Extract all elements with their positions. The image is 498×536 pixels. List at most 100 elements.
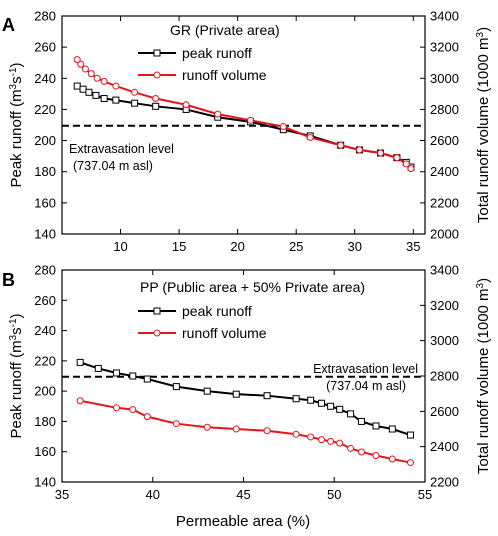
data-point-peak-runoff bbox=[327, 402, 335, 410]
data-point-runoff-volume bbox=[172, 420, 180, 428]
x-tick-label: 15 bbox=[172, 239, 186, 254]
data-point-runoff-volume bbox=[81, 65, 89, 73]
data-point-peak-runoff bbox=[406, 431, 414, 439]
data-point-peak-runoff bbox=[152, 102, 160, 110]
legend-title: GR (Private area) bbox=[170, 22, 280, 38]
data-point-peak-runoff bbox=[79, 85, 87, 93]
data-point-runoff-volume bbox=[232, 425, 240, 433]
x-tick-label: 10 bbox=[113, 239, 127, 254]
data-point-runoff-volume bbox=[93, 74, 101, 82]
y-tick-label-left: 220 bbox=[34, 353, 56, 368]
legend-marker-square bbox=[153, 307, 161, 315]
data-point-peak-runoff bbox=[203, 387, 211, 395]
data-point-peak-runoff bbox=[129, 372, 137, 380]
legend-label: runoff volume bbox=[182, 67, 267, 83]
panel-b: B 35 40 45 50 55 140 160 180 200 220 240 260 280 2200 2… bbox=[2, 263, 492, 503]
data-point-peak-runoff bbox=[347, 410, 355, 418]
x-tick-label: 20 bbox=[230, 239, 244, 254]
y-axis-title-right-part: Total runoff volume (1000 m bbox=[475, 37, 492, 223]
data-point-runoff-volume bbox=[152, 95, 160, 103]
data-point-peak-runoff bbox=[318, 399, 326, 407]
y-tick-label-right: 2800 bbox=[430, 102, 459, 117]
data-point-runoff-volume bbox=[77, 60, 85, 68]
y-tick-label-right: 2600 bbox=[430, 133, 459, 148]
y-tick-label-right: 2000 bbox=[430, 227, 459, 242]
y-tick-label-right: 2200 bbox=[430, 475, 459, 490]
data-point-runoff-volume bbox=[214, 110, 222, 118]
y-axis-title-left-part: s bbox=[8, 76, 25, 84]
y-axis-title-left-part: 3 bbox=[8, 83, 19, 89]
x-tick-label: 40 bbox=[146, 487, 160, 502]
y-tick-label-right: 3400 bbox=[430, 9, 459, 24]
y-tick-label-left: 160 bbox=[34, 195, 56, 210]
legend-marker-circle bbox=[153, 329, 161, 337]
x-tick-label: 45 bbox=[236, 487, 250, 502]
data-point-peak-runoff bbox=[372, 422, 380, 430]
panel-letter: B bbox=[2, 270, 15, 290]
data-point-runoff-volume bbox=[76, 397, 84, 405]
data-point-peak-runoff bbox=[292, 395, 300, 403]
y-tick-label-right: 2800 bbox=[430, 369, 459, 384]
data-point-peak-runoff bbox=[85, 88, 93, 96]
y-axis-title-left-part: s bbox=[8, 327, 25, 335]
y-axis-title-left-part: -1 bbox=[8, 318, 19, 327]
data-point-runoff-volume bbox=[406, 459, 414, 467]
y-axis-title-left-part: Peak runoff (m bbox=[8, 89, 25, 187]
y-tick-label-right: 2400 bbox=[430, 164, 459, 179]
y-tick-label-left: 280 bbox=[34, 9, 56, 24]
data-point-runoff-volume bbox=[143, 413, 151, 421]
x-tick-label: 25 bbox=[289, 239, 303, 254]
y-tick-label-right: 3200 bbox=[430, 40, 459, 55]
extravasation-label: Extravasation level bbox=[313, 362, 418, 376]
y-axis-title-left-part: Peak runoff (m bbox=[8, 340, 25, 438]
data-point-runoff-volume bbox=[263, 427, 271, 435]
data-point-peak-runoff bbox=[100, 95, 108, 103]
plot-area bbox=[73, 56, 415, 173]
legend-label: peak runoff bbox=[182, 45, 252, 61]
y-axis-title-right: Total runoff volume (1000 m3) bbox=[475, 27, 493, 223]
data-point-runoff-volume bbox=[306, 133, 314, 141]
x-tick-label: 35 bbox=[55, 487, 69, 502]
data-point-peak-runoff bbox=[172, 383, 180, 391]
data-point-peak-runoff bbox=[336, 405, 344, 413]
data-point-runoff-volume bbox=[388, 455, 396, 463]
legend-label: peak runoff bbox=[182, 303, 252, 319]
data-point-runoff-volume bbox=[203, 423, 211, 431]
y-tick-label-left: 220 bbox=[34, 102, 56, 117]
data-point-peak-runoff bbox=[388, 425, 396, 433]
data-point-runoff-volume bbox=[327, 437, 335, 445]
data-point-runoff-volume bbox=[355, 146, 363, 154]
extravasation-label: Extravasation level bbox=[69, 142, 174, 156]
data-point-peak-runoff bbox=[76, 358, 84, 366]
y-tick-label-left: 200 bbox=[34, 384, 56, 399]
data-point-peak-runoff bbox=[112, 96, 120, 104]
x-tick-label: 35 bbox=[406, 239, 420, 254]
extravasation-sublabel: (737.04 m asl) bbox=[326, 379, 406, 393]
x-axis-title: Permeable area (%) bbox=[176, 513, 310, 530]
y-axis-title-left-part: -1 bbox=[8, 67, 19, 76]
y-axis-title-left: Peak runoff (m3s-1) bbox=[8, 313, 26, 438]
y-tick-label-right: 3400 bbox=[430, 263, 459, 278]
y-tick-label-right: 3000 bbox=[430, 71, 459, 86]
y-axis-title-left-part: 3 bbox=[8, 334, 19, 340]
legend-title: PP (Public area + 50% Private area) bbox=[140, 279, 365, 295]
data-point-runoff-volume bbox=[129, 406, 137, 414]
data-point-runoff-volume bbox=[112, 404, 120, 412]
y-axis-title-right-part: 3 bbox=[475, 282, 486, 288]
data-point-runoff-volume bbox=[372, 452, 380, 459]
data-point-peak-runoff bbox=[357, 417, 365, 425]
data-point-runoff-volume bbox=[407, 165, 415, 173]
plot-area bbox=[76, 358, 414, 467]
y-tick-label-left: 180 bbox=[34, 414, 56, 429]
legend: PP (Public area + 50% Private area) peak … bbox=[138, 279, 365, 341]
data-point-runoff-volume bbox=[112, 82, 120, 90]
y-axis-title-right: Total runoff volume (1000 m3) bbox=[475, 278, 493, 474]
data-point-runoff-volume bbox=[347, 444, 355, 452]
y-axis-title-right-part: ) bbox=[475, 27, 492, 32]
y-tick-label-left: 180 bbox=[34, 164, 56, 179]
y-tick-label-right: 2400 bbox=[430, 439, 459, 454]
y-axis-title-right-part: Total runoff volume (1000 m bbox=[475, 288, 492, 474]
data-point-runoff-volume bbox=[318, 436, 326, 444]
data-point-runoff-volume bbox=[393, 154, 401, 162]
